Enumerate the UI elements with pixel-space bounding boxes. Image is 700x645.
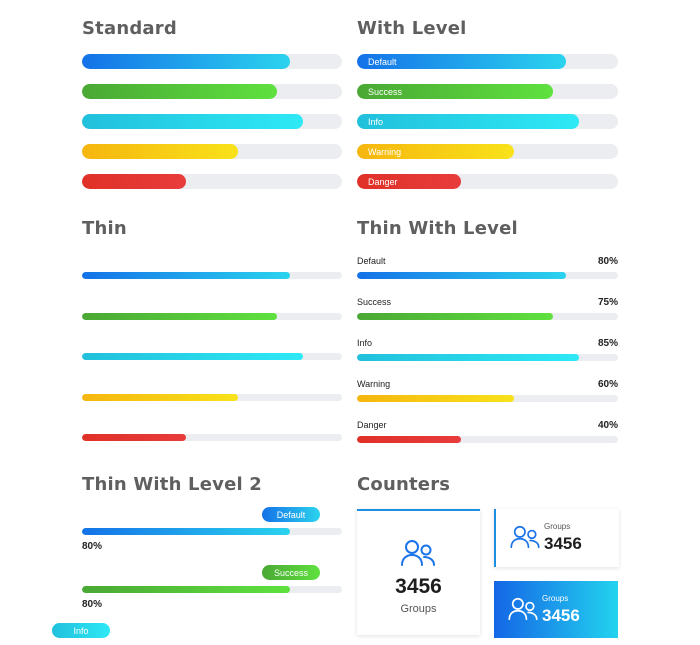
thin-level-label-success: Success	[357, 297, 392, 307]
counter-label-large: Groups	[400, 603, 437, 615]
level-label-warning: Warning	[368, 146, 402, 157]
thin-level-label-default: Default	[357, 256, 386, 266]
thin-progress-group	[82, 272, 342, 444]
level-label-info: Info	[368, 116, 384, 127]
users-icon	[508, 597, 538, 621]
section-title-standard: Standard	[82, 18, 177, 39]
thin2-bar-success	[82, 586, 342, 593]
level-bar-default: Default	[357, 54, 618, 69]
thin-level-bar-warning	[357, 395, 618, 402]
thin-level-percent-default: 80%	[597, 256, 618, 267]
counter-value-large: 3456	[395, 575, 442, 598]
thin-level-percent-warning: 60%	[597, 379, 618, 390]
standard-progress-group	[82, 54, 342, 190]
thin-level-bar-info	[357, 354, 618, 361]
progress-bar-warning	[82, 144, 342, 159]
thin-level-label-danger: Danger	[357, 420, 387, 430]
thin-with-level-group: Default 80% Success 75% Info 85% Warning…	[357, 256, 618, 446]
level-label-danger: Danger	[368, 176, 398, 187]
thin-level-bar-default	[357, 272, 618, 279]
counter-card-blue: Groups 3456	[494, 581, 618, 638]
counter-value-small: 3456	[544, 534, 582, 553]
section-title-thin: Thin	[82, 218, 127, 239]
thin-bar-default	[82, 272, 342, 279]
progress-bar-danger	[82, 174, 342, 189]
level-label-default: Default	[368, 56, 397, 67]
thin-level-label-warning: Warning	[357, 379, 391, 389]
thin-level-label-info: Info	[357, 338, 373, 348]
thin-level-percent-danger: 40%	[597, 420, 618, 431]
level-bar-success: Success	[357, 84, 618, 99]
thin-level-bar-success	[357, 313, 618, 320]
counter-label-small: Groups	[544, 522, 571, 531]
progress-bar-info	[82, 114, 342, 129]
thin2-percent-success: 80%	[82, 599, 103, 610]
thin-bar-warning	[82, 394, 342, 401]
section-title-with-level: With Level	[357, 18, 467, 39]
thin-level-bar-danger	[357, 436, 618, 443]
counter-card-small: Groups 3456	[494, 509, 619, 567]
level-bar-danger: Danger	[357, 174, 618, 189]
section-title-thin-with-level: Thin With Level	[357, 218, 518, 239]
users-icon	[510, 525, 540, 549]
thin2-percent-default: 80%	[82, 541, 103, 552]
section-title-counters: Counters	[357, 474, 451, 495]
section-title-thin-with-level-2: Thin With Level 2	[82, 474, 263, 495]
thin-level-percent-info: 85%	[597, 338, 618, 349]
thin-bar-success	[82, 313, 342, 320]
level-label-success: Success	[368, 86, 403, 97]
users-icon	[401, 540, 435, 566]
tooltip-pill-default: Default	[262, 507, 320, 522]
counter-label-blue: Groups	[542, 594, 569, 603]
counter-card-large: 3456 Groups	[357, 509, 480, 635]
thin-with-level-2-group: Default 80% Success 80% Info	[52, 506, 342, 645]
level-bar-info: Info	[357, 114, 618, 129]
level-bar-warning: Warning	[357, 144, 618, 159]
thin-bar-info	[82, 353, 342, 360]
thin-bar-danger	[82, 434, 342, 441]
thin2-bar-default	[82, 528, 342, 535]
counter-value-blue: 3456	[542, 606, 580, 625]
tooltip-pill-success: Success	[262, 565, 320, 580]
tooltip-pill-info: Info	[52, 623, 110, 638]
progress-bar-success	[82, 84, 342, 99]
progress-bar-default	[82, 54, 342, 69]
thin-level-percent-success: 75%	[597, 297, 618, 308]
with-level-progress-group: Default Success Info Warning Danger	[357, 54, 618, 190]
